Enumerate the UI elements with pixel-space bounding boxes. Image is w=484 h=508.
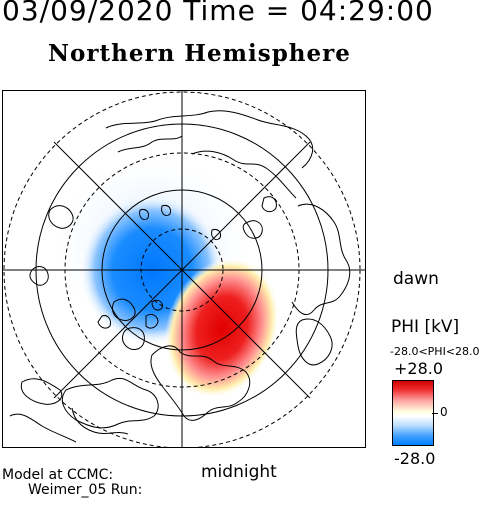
- colorbar-title: PHI [kV]: [391, 317, 460, 337]
- potential-positive-cell: [164, 257, 280, 399]
- colorbar-mid-label: 0: [440, 405, 448, 419]
- coastlines: [9, 110, 351, 443]
- midnight-label: midnight: [201, 462, 277, 482]
- colorbar-zero-tick: [432, 413, 438, 414]
- polar-potential-map: [2, 90, 366, 448]
- run-label: Weimer_05 Run:: [28, 482, 143, 498]
- colorbar-min-label: -28.0: [394, 449, 436, 468]
- colorbar-max-label: +28.0: [394, 359, 444, 378]
- hemisphere-title: Northern Hemisphere: [48, 40, 351, 67]
- timestamp: 03/09/2020 Time = 04:29:00: [2, 0, 434, 27]
- plot-border: [2, 90, 366, 448]
- meridian-lines: [2, 90, 366, 448]
- colorbar-range: -28.0<PHI<28.0: [390, 345, 480, 358]
- colorbar: [392, 380, 434, 446]
- dawn-label: dawn: [393, 269, 439, 289]
- model-label: Model at CCMC:: [2, 467, 114, 483]
